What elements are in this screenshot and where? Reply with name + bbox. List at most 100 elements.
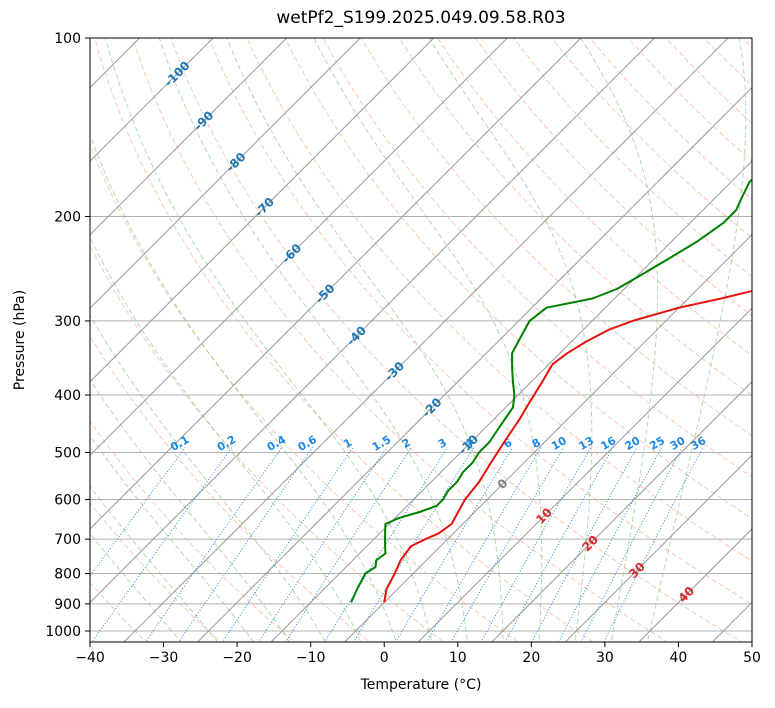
isotherm (90, 38, 435, 383)
dry-adiabat (90, 143, 520, 642)
mixing-ratio-label: 30 (668, 434, 688, 453)
dry-adiabats (90, 38, 752, 642)
x-tick-label: 0 (380, 650, 389, 666)
isotherms (0, 11, 752, 656)
isotherm (417, 307, 752, 642)
y-tick-label: 200 (54, 210, 81, 226)
moist-adiabat (580, 38, 659, 642)
moist-adiabat (313, 38, 543, 642)
mixing-ratio-line (603, 447, 704, 642)
y-tick-label: 600 (54, 492, 81, 508)
pressure-gridlines (90, 38, 752, 632)
y-tick-label: 100 (54, 31, 81, 47)
mixing-ratio-line (221, 447, 354, 642)
isotherm (343, 233, 752, 642)
isotherm (90, 38, 141, 89)
mixing-ratio-label: 13 (576, 434, 596, 453)
mixing-ratio-line (90, 447, 186, 577)
dry-adiabat (741, 38, 752, 49)
mixing-ratio-label: 1.5 (370, 433, 393, 454)
chart-title: wetPf2_S199.2025.049.09.58.R03 (276, 8, 566, 28)
isotherm (90, 38, 656, 604)
dry-adiabat (132, 38, 669, 642)
isotherm (90, 38, 214, 162)
plot-frame (89, 37, 753, 643)
dry-adiabat (398, 38, 752, 396)
isotherm (123, 38, 729, 642)
dry-adiabat (170, 38, 743, 642)
moist-adiabat (226, 38, 504, 642)
moist-adiabat (158, 38, 468, 642)
mixing-ratio-lines (90, 447, 704, 642)
mixing-ratio-label: 20 (623, 434, 643, 453)
y-tick-label: 800 (54, 567, 81, 583)
sounding-series (350, 178, 752, 603)
isotherm (491, 381, 752, 642)
temperature-line (383, 289, 752, 603)
isotherm (90, 38, 509, 457)
mixing-ratio-line (504, 447, 614, 642)
isotherm (90, 38, 288, 236)
dry-adiabat (551, 38, 752, 239)
isotherm (90, 38, 582, 530)
x-tick-label: 10 (449, 650, 467, 666)
mixing-ratio-line (352, 447, 475, 642)
dry-adiabat (475, 38, 752, 317)
x-tick-label: −10 (296, 650, 326, 666)
plot-area: -100-90-80-70-60-50-40-30-20-10010203040… (0, 11, 752, 656)
mixing-ratio-line (480, 447, 592, 642)
dry-adiabat (90, 420, 296, 642)
dry-adiabat (589, 38, 752, 201)
dry-adiabat (90, 335, 371, 642)
y-tick-label: 700 (54, 532, 81, 548)
mixing-ratio-line (558, 447, 663, 642)
x-axis-ticks: −40 −30 −20 −10 0 10 20 30 40 50 (75, 642, 761, 666)
mixing-ratio-line (258, 447, 388, 642)
moist-adiabats (90, 38, 747, 642)
mixing-ratio-line (144, 447, 283, 642)
mixing-ratio-label: 25 (647, 434, 667, 453)
isotherm (196, 86, 752, 642)
isotherm (270, 160, 752, 642)
mixing-ratio-line (284, 447, 412, 642)
moist-adiabat (90, 378, 291, 642)
isotherm (0, 11, 20, 656)
moist-adiabat (90, 314, 326, 642)
y-axis-ticks: 100 200 300 400 500 600 700 800 900 1000 (45, 31, 90, 640)
x-tick-label: 50 (743, 650, 761, 666)
x-tick-label: 30 (596, 650, 614, 666)
x-tick-label: 20 (522, 650, 540, 666)
moist-adiabat (90, 485, 219, 642)
isotherm (0, 11, 93, 656)
dry-adiabat (627, 38, 752, 162)
x-tick-label: −20 (222, 650, 252, 666)
mixing-ratio-line (426, 447, 542, 642)
x-tick-label: 40 (670, 650, 688, 666)
y-tick-label: 1000 (45, 624, 81, 640)
mixing-ratio-label: 10 (549, 434, 569, 453)
mixing-ratio-line (450, 447, 565, 642)
dry-adiabat (208, 38, 752, 605)
y-tick-label: 300 (54, 314, 81, 330)
moist-adiabat (646, 38, 747, 642)
dry-adiabat (284, 38, 752, 520)
isotherm (564, 454, 752, 642)
moist-adiabat (105, 38, 433, 642)
isotherm (638, 528, 752, 642)
y-tick-label: 900 (54, 597, 81, 613)
moist-adiabat (90, 236, 362, 642)
moist-adiabat (90, 434, 255, 642)
dewpoint-line (350, 178, 752, 603)
isotherm (90, 38, 361, 309)
mixing-ratio-line (91, 447, 233, 642)
mixing-ratio-line (580, 447, 683, 642)
moist-adiabat (90, 133, 397, 642)
y-tick-label: 500 (54, 445, 81, 461)
mixing-ratio-label: 3 (436, 436, 449, 451)
dry-adiabat (322, 38, 752, 478)
dry-adiabat (246, 38, 752, 562)
mixing-ratio-label: 16 (598, 434, 618, 453)
dry-adiabat (360, 38, 752, 437)
